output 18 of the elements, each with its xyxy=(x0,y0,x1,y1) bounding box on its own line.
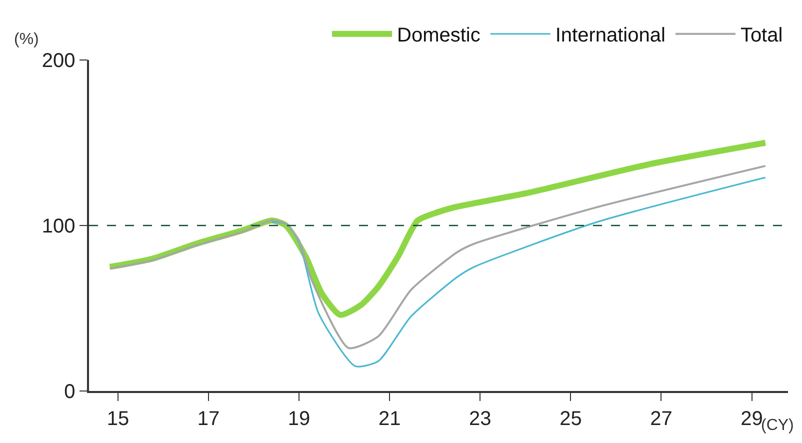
y-tick-label: 100 xyxy=(42,216,76,238)
x-axis-title: (CY) xyxy=(761,417,794,434)
x-tick-label: 23 xyxy=(469,408,492,430)
line-series xyxy=(108,164,766,350)
x-tick-label: 21 xyxy=(378,408,401,430)
x-tick-label: 29 xyxy=(740,408,763,430)
y-axis-title: (%) xyxy=(14,31,39,48)
x-tick-label: 19 xyxy=(288,408,310,430)
legend-label: Domestic xyxy=(397,24,480,47)
legend-label: International xyxy=(555,24,666,47)
x-tick-label: 15 xyxy=(106,408,130,430)
x-tick-label: 25 xyxy=(560,408,582,430)
x-tick-label: 27 xyxy=(650,408,672,430)
x-tick-label: 17 xyxy=(197,408,220,430)
y-tick-label: 200 xyxy=(42,50,76,72)
legend-label: Total xyxy=(740,24,783,47)
line-series xyxy=(271,176,766,368)
y-tick-label: 0 xyxy=(64,381,76,403)
